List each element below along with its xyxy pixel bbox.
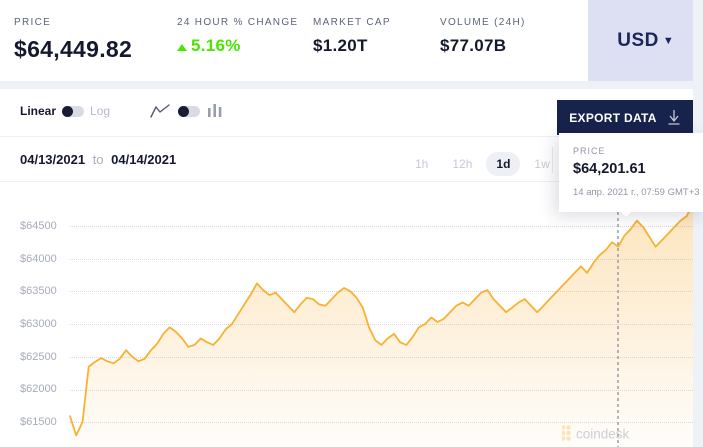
svg-text:coindesk: coindesk <box>576 427 630 442</box>
